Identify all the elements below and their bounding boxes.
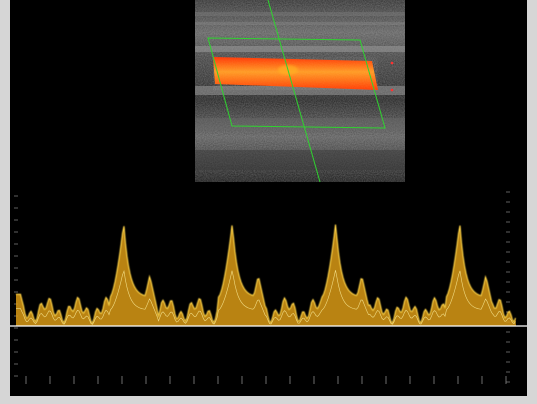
doppler-waveform-envelope — [16, 224, 517, 324]
doppler-waveform — [16, 224, 516, 326]
focus-dot — [390, 61, 394, 65]
focus-dot — [390, 88, 394, 92]
b-mode-region — [195, 0, 405, 182]
doppler-waveform-core — [16, 269, 516, 325]
doppler-sample-box — [207, 0, 386, 183]
ultrasound-display — [10, 0, 527, 396]
ultrasound-image — [10, 0, 527, 384]
spectral-doppler-panel — [10, 191, 527, 384]
color-flow-vessel — [213, 57, 378, 90]
